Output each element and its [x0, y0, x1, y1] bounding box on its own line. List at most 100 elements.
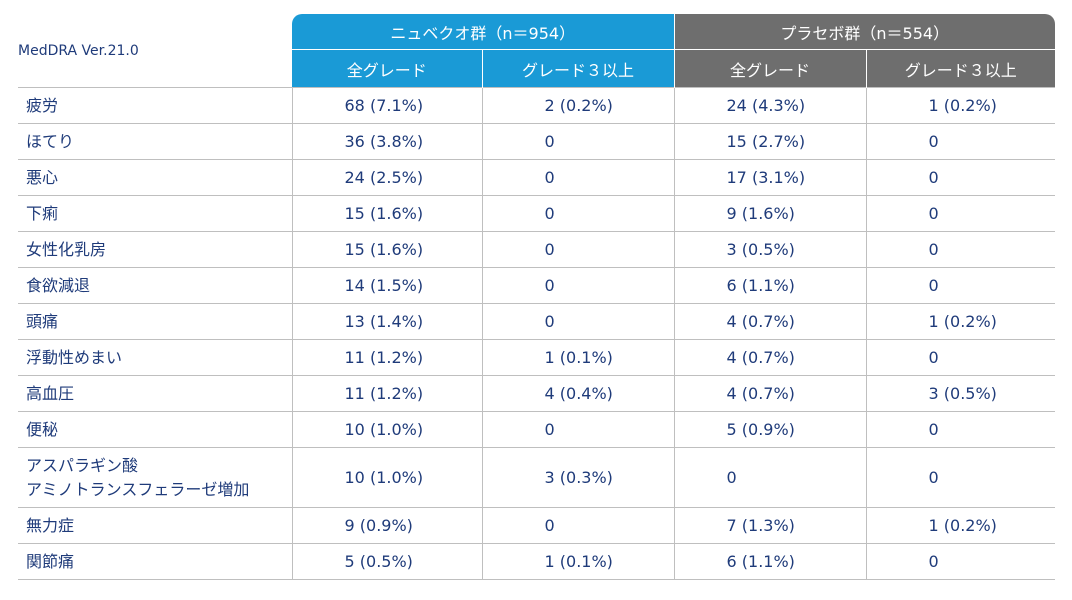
placebo-grade3plus-value-cell: 0 [865, 231, 1055, 268]
table-row: 頭痛 13 (1.4%) 0 4 (0.7%) 1 (0.2%) [18, 303, 1055, 340]
nubeqa-all-grades-value: 24 (2.5%) [344, 168, 424, 187]
nubeqa-all-grades-value-cell: 14 (1.5%) [291, 267, 482, 304]
nubeqa-grade3plus-value: 0 [544, 132, 555, 151]
nubeqa-all-grades-value: 68 (7.1%) [344, 96, 424, 115]
nubeqa-grade3plus-value-cell: 0 [481, 411, 674, 448]
placebo-grade3plus-value-cell: 1 (0.2%) [865, 303, 1055, 340]
nubeqa-grade3plus-value-cell: 1 (0.1%) [481, 543, 674, 580]
adverse-event-name: 疲労 [18, 87, 292, 124]
adverse-event-name: 下痢 [18, 195, 292, 232]
adverse-event-name-line: 悪心 [26, 167, 59, 187]
nubeqa-all-grades-value-cell: 9 (0.9%) [291, 507, 482, 544]
adverse-event-name-line: アミノトランスフェラーゼ増加 [26, 479, 250, 499]
placebo-grade3plus-value: 3 (0.5%) [928, 384, 997, 403]
placebo-all-grades-value: 6 (1.1%) [726, 552, 795, 571]
nubeqa-grade3plus-value-cell: 0 [481, 231, 674, 268]
table-row: 疲労 68 (7.1%) 2 (0.2%) 24 (4.3%) 1 (0.2%) [18, 87, 1055, 124]
adverse-event-name-line: 関節痛 [26, 551, 75, 571]
nubeqa-grade3plus-value-cell: 0 [481, 303, 674, 340]
nubeqa-grade3plus-value-cell: 0 [481, 267, 674, 304]
nubeqa-grade3plus-value: 1 (0.1%) [544, 552, 613, 571]
adverse-event-name-line: ほてり [26, 131, 75, 151]
nubeqa-grade3plus-value: 0 [544, 312, 555, 331]
table-row: 便秘 10 (1.0%) 0 5 (0.9%) 0 [18, 411, 1055, 448]
subheader-placebo-grade3plus: グレード３以上 [865, 49, 1055, 88]
adverse-event-name-line: 下痢 [26, 203, 59, 223]
adverse-event-name-line: 女性化乳房 [26, 239, 107, 259]
adverse-event-name: 食欲減退 [18, 267, 292, 304]
adverse-event-name-line: 疲労 [26, 95, 59, 115]
placebo-grade3plus-value: 0 [928, 240, 939, 259]
table-row: 関節痛 5 (0.5%) 1 (0.1%) 6 (1.1%) 0 [18, 543, 1055, 580]
placebo-grade3plus-value: 1 (0.2%) [928, 96, 997, 115]
nubeqa-grade3plus-value: 0 [544, 516, 555, 535]
subheader-nubeqa-grade3plus: グレード３以上 [481, 49, 674, 88]
nubeqa-grade3plus-value-cell: 1 (0.1%) [481, 339, 674, 376]
table-row: 食欲減退 14 (1.5%) 0 6 (1.1%) 0 [18, 267, 1055, 304]
placebo-grade3plus-value-cell: 0 [865, 123, 1055, 160]
placebo-grade3plus-value-cell: 0 [865, 195, 1055, 232]
placebo-all-grades-value-cell: 0 [673, 447, 866, 508]
nubeqa-all-grades-value-cell: 36 (3.8%) [291, 123, 482, 160]
placebo-all-grades-value: 5 (0.9%) [726, 420, 795, 439]
nubeqa-grade3plus-value: 4 (0.4%) [544, 384, 613, 403]
placebo-grade3plus-value-cell: 0 [865, 447, 1055, 508]
placebo-grade3plus-value: 1 (0.2%) [928, 312, 997, 331]
placebo-all-grades-value: 24 (4.3%) [726, 96, 806, 115]
meddra-version-label: MedDRA Ver.21.0 [18, 42, 139, 59]
adverse-event-name: アスパラギン酸 アミノトランスフェラーゼ増加 [18, 447, 292, 508]
placebo-all-grades-value: 6 (1.1%) [726, 276, 795, 295]
placebo-all-grades-value-cell: 4 (0.7%) [673, 303, 866, 340]
placebo-all-grades-value: 9 (1.6%) [726, 204, 795, 223]
placebo-all-grades-value-cell: 5 (0.9%) [673, 411, 866, 448]
placebo-grade3plus-value: 0 [928, 420, 939, 439]
nubeqa-all-grades-value: 14 (1.5%) [344, 276, 424, 295]
nubeqa-all-grades-value: 15 (1.6%) [344, 240, 424, 259]
nubeqa-grade3plus-value: 0 [544, 420, 555, 439]
nubeqa-grade3plus-value: 3 (0.3%) [544, 468, 613, 487]
placebo-grade3plus-value-cell: 0 [865, 339, 1055, 376]
placebo-grade3plus-value-cell: 0 [865, 543, 1055, 580]
placebo-grade3plus-value-cell: 0 [865, 159, 1055, 196]
adverse-event-name: 無力症 [18, 507, 292, 544]
nubeqa-grade3plus-value: 2 (0.2%) [544, 96, 613, 115]
table-row: 女性化乳房 15 (1.6%) 0 3 (0.5%) 0 [18, 231, 1055, 268]
nubeqa-grade3plus-value-cell: 0 [481, 195, 674, 232]
placebo-grade3plus-value: 0 [928, 276, 939, 295]
table-row: 浮動性めまい 11 (1.2%) 1 (0.1%) 4 (0.7%) 0 [18, 339, 1055, 376]
placebo-grade3plus-value-cell: 0 [865, 411, 1055, 448]
nubeqa-all-grades-value: 36 (3.8%) [344, 132, 424, 151]
table-row: 高血圧 11 (1.2%) 4 (0.4%) 4 (0.7%) 3 (0.5%) [18, 375, 1055, 412]
adverse-event-name: 便秘 [18, 411, 292, 448]
group-header-nubeqa: ニュベクオ群（n＝954） [292, 14, 674, 50]
group-header-placebo: プラセボ群（n＝554） [673, 14, 1055, 50]
adverse-event-name: ほてり [18, 123, 292, 160]
nubeqa-grade3plus-value-cell: 3 (0.3%) [481, 447, 674, 508]
nubeqa-all-grades-value-cell: 68 (7.1%) [291, 87, 482, 124]
placebo-all-grades-value-cell: 6 (1.1%) [673, 543, 866, 580]
table-body: 疲労 68 (7.1%) 2 (0.2%) 24 (4.3%) 1 (0.2%) ほてり 3… [18, 87, 1055, 580]
placebo-all-grades-value: 4 (0.7%) [726, 384, 795, 403]
placebo-grade3plus-value: 0 [928, 204, 939, 223]
adverse-events-table: MedDRA Ver.21.0 ニュベクオ群（n＝954） プラセボ群（n＝55… [18, 14, 1055, 580]
adverse-event-name: 高血圧 [18, 375, 292, 412]
placebo-all-grades-value-cell: 3 (0.5%) [673, 231, 866, 268]
nubeqa-all-grades-value: 9 (0.9%) [344, 516, 413, 535]
table-row: 無力症 9 (0.9%) 0 7 (1.3%) 1 (0.2%) [18, 507, 1055, 544]
nubeqa-grade3plus-value: 0 [544, 204, 555, 223]
nubeqa-all-grades-value: 10 (1.0%) [344, 420, 424, 439]
placebo-all-grades-value-cell: 15 (2.7%) [673, 123, 866, 160]
placebo-grade3plus-value-cell: 0 [865, 267, 1055, 304]
placebo-grade3plus-value: 0 [928, 348, 939, 367]
adverse-event-name-line: 浮動性めまい [26, 347, 123, 367]
nubeqa-grade3plus-value-cell: 0 [481, 123, 674, 160]
placebo-grade3plus-value-cell: 1 (0.2%) [865, 87, 1055, 124]
placebo-grade3plus-value-cell: 1 (0.2%) [865, 507, 1055, 544]
placebo-all-grades-value-cell: 6 (1.1%) [673, 267, 866, 304]
adverse-event-name-line: 食欲減退 [26, 275, 91, 295]
nubeqa-all-grades-value-cell: 11 (1.2%) [291, 375, 482, 412]
placebo-all-grades-value: 15 (2.7%) [726, 132, 806, 151]
nubeqa-grade3plus-value-cell: 4 (0.4%) [481, 375, 674, 412]
nubeqa-all-grades-value-cell: 10 (1.0%) [291, 447, 482, 508]
